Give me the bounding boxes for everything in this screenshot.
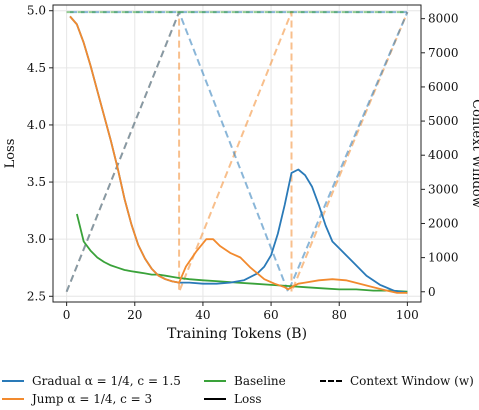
- legend-item-gradual: Gradual α = 1/4, c = 1.5: [2, 374, 181, 388]
- ticks: 0 20 40 60 80 100 2.5 3.0 3.5 4.0 4.5 5.0 0 1000 2000 3…: [27, 4, 459, 322]
- x-tick-label: 20: [127, 308, 142, 322]
- context-line-4: [65, 11, 409, 293]
- x-tick-label: 0: [63, 308, 71, 322]
- x-tick-label: 80: [332, 308, 347, 322]
- y2-tick-label: 0: [428, 285, 436, 299]
- y-tick-label: 2.5: [27, 289, 46, 303]
- y-tick-label: 4.0: [27, 118, 46, 132]
- y-axis-label: Loss: [3, 139, 18, 169]
- grid: [53, 5, 421, 302]
- series-lines: [65, 11, 411, 294]
- legend-label: Gradual α = 1/4, c = 1.5: [32, 374, 181, 388]
- y-tick-label: 3.0: [27, 232, 46, 246]
- loss-line-2: [76, 213, 408, 293]
- y-tick-label: 3.5: [27, 175, 46, 189]
- legend-swatch: [204, 398, 226, 400]
- y-tick-label: 4.5: [27, 61, 46, 75]
- legend-label: Jump α = 1/4, c = 3: [32, 392, 153, 406]
- x-tick-label: 40: [195, 308, 210, 322]
- plot-frame: [52, 4, 422, 303]
- y2-tick-label: 3000: [428, 182, 459, 196]
- loss-line-0: [69, 15, 408, 294]
- legend-swatch: [204, 380, 226, 382]
- y2-tick-label: 6000: [428, 80, 459, 94]
- x-axis-label: Training Tokens (B): [167, 326, 307, 340]
- y2-axis-label: Context Window: [469, 99, 479, 208]
- legend-item-context-window: Context Window (w): [320, 374, 474, 388]
- y2-tick-label: 2000: [428, 216, 459, 230]
- legend-label: Context Window (w): [350, 374, 474, 388]
- y2-tick-label: 1000: [428, 251, 459, 265]
- y2-tick-label: 4000: [428, 148, 459, 162]
- y2-tick-label: 5000: [428, 114, 459, 128]
- legend-item-baseline: Baseline: [204, 374, 286, 388]
- legend-swatch: [320, 380, 342, 382]
- y2-tick-label: 8000: [428, 12, 459, 26]
- legend-swatch: [2, 398, 24, 400]
- y-tick-label: 5.0: [27, 4, 46, 18]
- legend-item-jump: Jump α = 1/4, c = 3: [2, 392, 152, 406]
- legend-item-loss: Loss: [204, 392, 262, 406]
- legend-swatch: [2, 380, 24, 382]
- legend-label: Loss: [234, 392, 262, 406]
- y2-tick-label: 7000: [428, 46, 459, 60]
- loss-line-1: [69, 15, 408, 294]
- legend-label: Baseline: [234, 374, 286, 388]
- x-tick-label: 60: [263, 308, 278, 322]
- context-line-5: [65, 11, 409, 293]
- x-tick-label: 100: [396, 308, 419, 322]
- chart: 0 20 40 60 80 100 2.5 3.0 3.5 4.0 4.5 5.0 0 1000 2000 3…: [3, 4, 479, 340]
